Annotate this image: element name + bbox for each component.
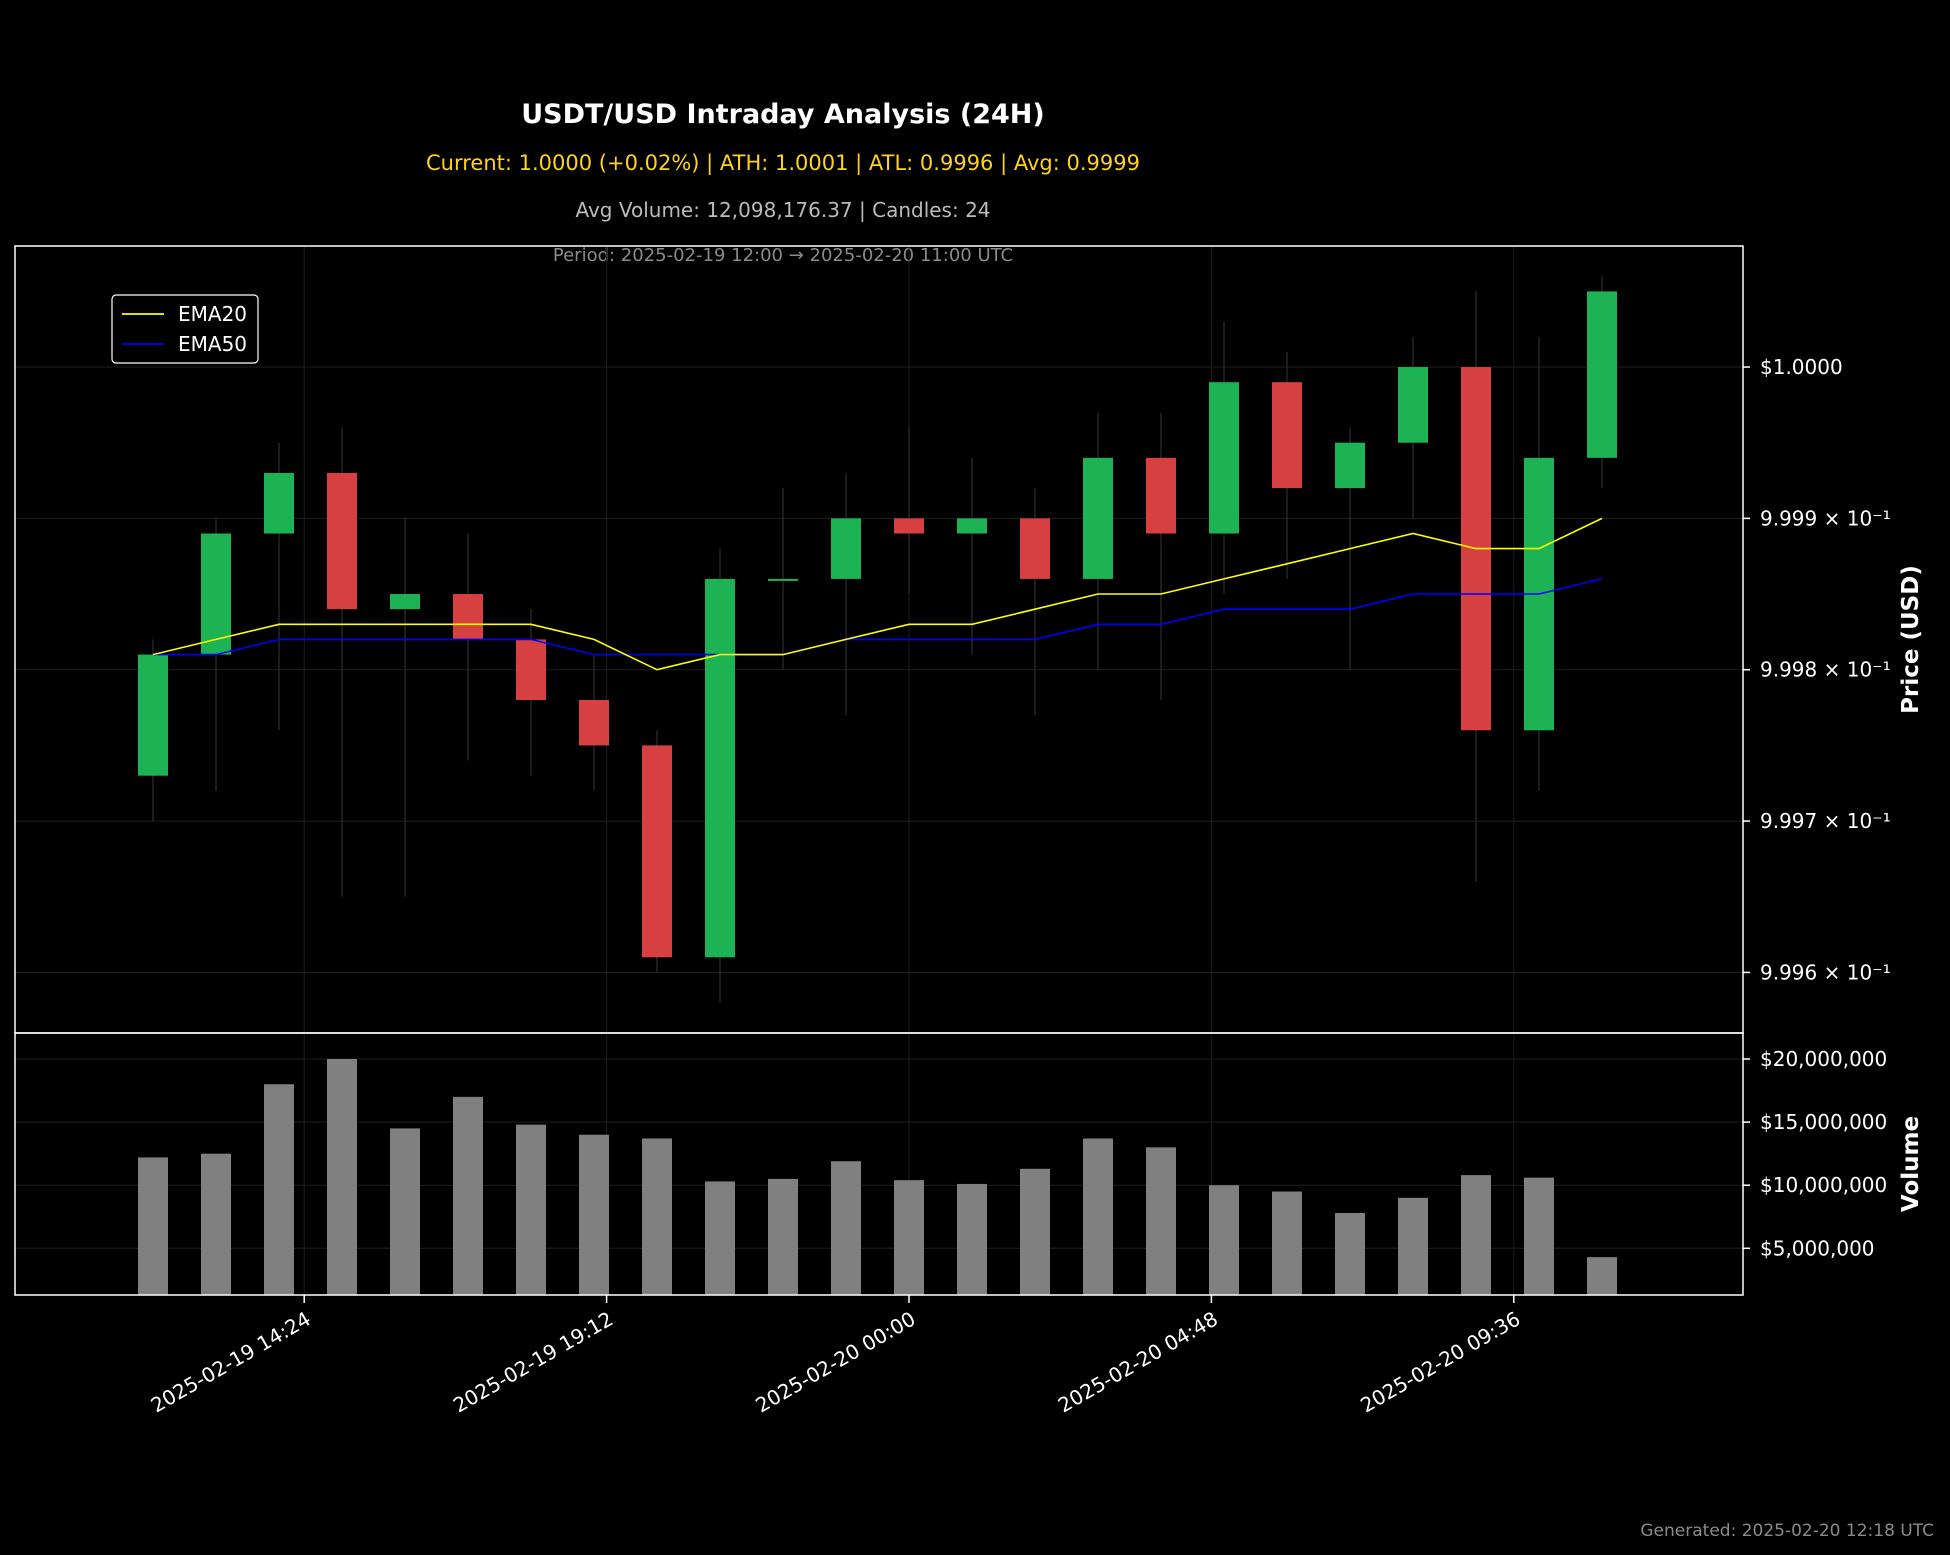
- volume-bar: [138, 1157, 168, 1295]
- candle-up: [1398, 367, 1428, 443]
- volume-bar: [1083, 1138, 1113, 1295]
- candle-down: [516, 639, 546, 700]
- volume-bar: [327, 1059, 357, 1295]
- candle-up: [1587, 291, 1617, 458]
- candle-up: [957, 518, 987, 534]
- volume-bar: [1524, 1177, 1554, 1295]
- y-tick-label: $1.0000: [1760, 355, 1843, 379]
- volume-bar: [642, 1138, 672, 1295]
- y-tick-label: 9.997 × 10⁻¹: [1760, 809, 1891, 833]
- candle-down: [579, 699, 609, 746]
- candle-down: [1272, 382, 1302, 489]
- price-panel: $1.0000 9.999 × 10⁻¹ 9.998 × 10⁻¹ 9.997 × 1…: [14, 245, 1924, 1034]
- y-tick-label: $15,000,000: [1760, 1110, 1887, 1134]
- volume-bar: [516, 1124, 546, 1295]
- volume-bar: [1146, 1147, 1176, 1295]
- chart-title: USDT/USD Intraday Analysis (24H): [521, 99, 1045, 130]
- candle-up: [390, 594, 420, 610]
- candle-up: [138, 654, 168, 776]
- volume-bar: [1020, 1168, 1050, 1295]
- volume-bar: [1335, 1212, 1365, 1295]
- y-tick-label: 9.996 × 10⁻¹: [1760, 960, 1891, 984]
- volume-bar: [453, 1096, 483, 1295]
- candle-up: [1335, 442, 1365, 489]
- candle-down: [453, 594, 483, 640]
- candle-up: [1083, 457, 1113, 579]
- legend-box: [111, 294, 259, 364]
- generated-timestamp: Generated: 2025-02-20 12:18 UTC: [1640, 1521, 1934, 1541]
- volume-bar: [390, 1128, 420, 1295]
- ema20-line: [152, 517, 1603, 671]
- candle-up: [831, 518, 861, 579]
- x-tick-label: 2025-02-20 09:36: [1356, 1307, 1524, 1418]
- candle-down: [327, 472, 357, 610]
- volume-bar: [957, 1183, 987, 1295]
- chart-subtitle-prices: Current: 1.0000 (+0.02%) | ATH: 1.0001 |…: [426, 151, 1140, 175]
- x-tick-label: 2025-02-20 04:48: [1054, 1307, 1222, 1418]
- candle-up: [705, 578, 735, 958]
- y-tick-label: $5,000,000: [1760, 1236, 1875, 1260]
- volume-bar: [768, 1178, 798, 1295]
- legend-label-ema20: EMA20: [178, 302, 247, 326]
- volume-bar: [1272, 1191, 1302, 1295]
- y-tick-label: 9.999 × 10⁻¹: [1760, 506, 1891, 530]
- x-tick-label: 2025-02-19 14:24: [147, 1307, 315, 1418]
- candle-up: [201, 533, 231, 655]
- ema50-line: [153, 578, 1603, 656]
- candle-down: [1146, 457, 1176, 534]
- chart-period: Period: 2025-02-19 12:00 → 2025-02-20 11…: [552, 245, 1014, 266]
- volume-bar: [201, 1153, 231, 1295]
- price-axis-label: Price (USD): [1898, 565, 1924, 714]
- volume-bar: [705, 1181, 735, 1295]
- candle-down: [1020, 518, 1050, 579]
- candle-down: [642, 745, 672, 958]
- candle-down: [894, 518, 924, 534]
- candle-up: [1209, 382, 1239, 534]
- x-tick-label: 2025-02-19 19:12: [449, 1307, 617, 1418]
- chart-subtitle-stats: Avg Volume: 12,098,176.37 | Candles: 24: [575, 198, 991, 222]
- volume-bar: [1587, 1257, 1617, 1295]
- volume-bar: [894, 1180, 924, 1295]
- y-tick-label: $20,000,000: [1760, 1047, 1887, 1071]
- legend-label-ema50: EMA50: [178, 332, 247, 356]
- y-tick-label: $10,000,000: [1760, 1173, 1887, 1197]
- volume-bar: [1209, 1185, 1239, 1295]
- legend: EMA20 EMA50: [111, 294, 259, 364]
- volume-bar: [1398, 1197, 1428, 1295]
- volume-frame: [14, 1032, 1744, 1296]
- volume-bar: [579, 1134, 609, 1295]
- candle-up: [264, 472, 294, 534]
- candle-up: [768, 578, 798, 581]
- x-tick-label: 2025-02-20 00:00: [751, 1307, 919, 1418]
- volume-axis-label: Volume: [1898, 1116, 1924, 1212]
- volume-bar: [1461, 1175, 1491, 1295]
- volume-bar: [264, 1084, 294, 1295]
- volume-panel: $20,000,000 $15,000,000 $10,000,000 $5,000,…: [14, 1032, 1924, 1296]
- volume-bar: [831, 1161, 861, 1295]
- x-axis: 2025-02-19 14:24 2025-02-19 19:12 2025-02-…: [147, 1295, 1524, 1418]
- y-tick-label: 9.998 × 10⁻¹: [1760, 658, 1891, 682]
